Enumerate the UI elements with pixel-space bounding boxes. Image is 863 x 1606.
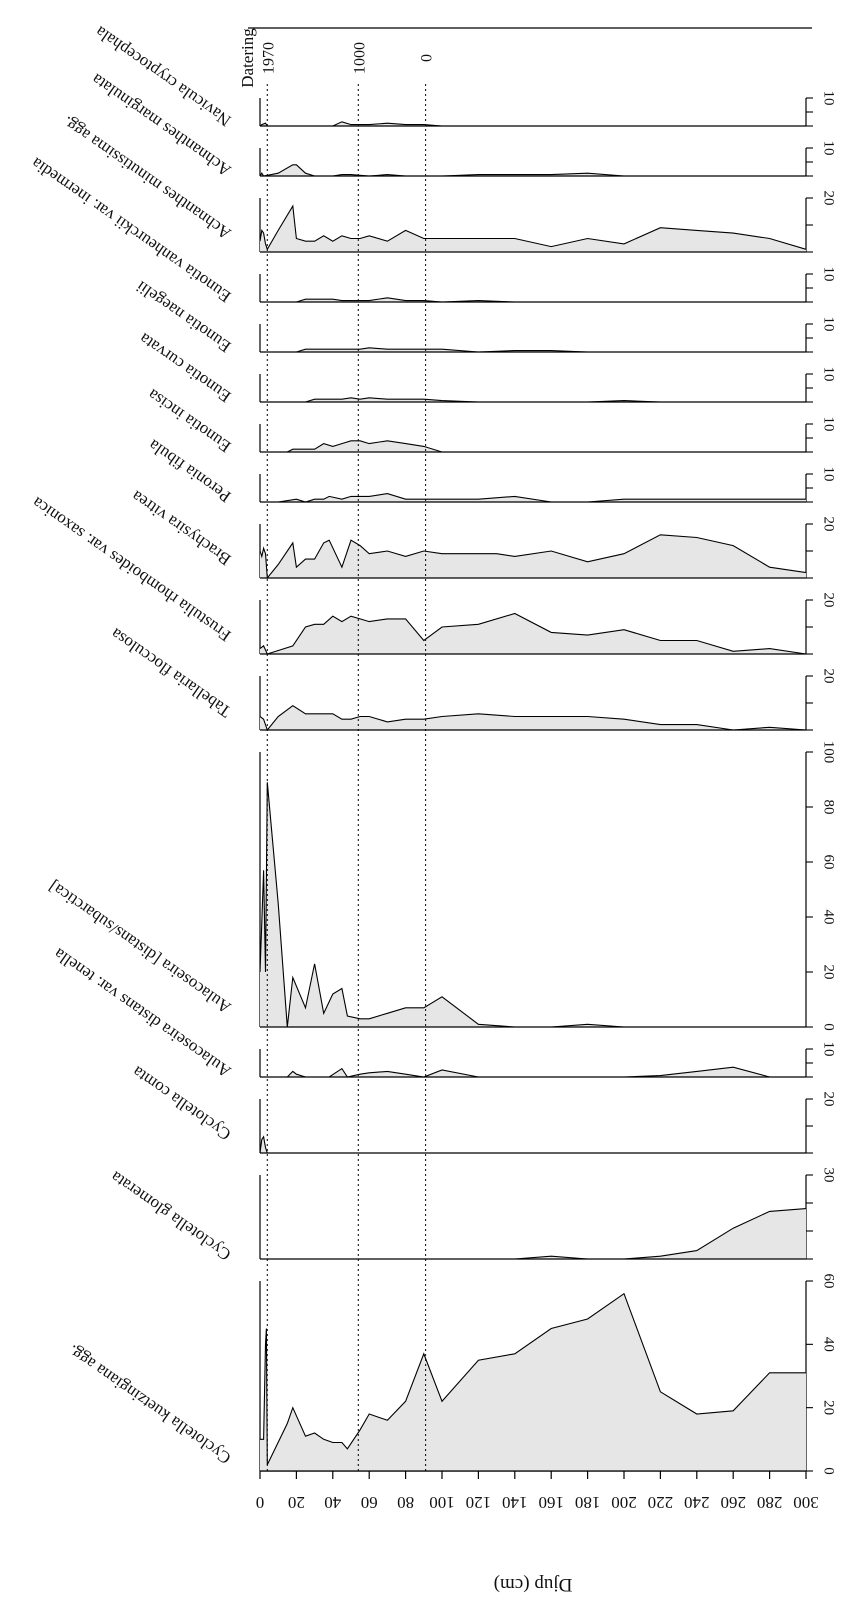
series-area-8 [260,493,806,502]
series-name-15: Navicula cryptocephala [91,22,234,130]
value-tick-label-12-10: 10 [821,267,837,282]
value-tick-label-5-20: 20 [821,669,837,684]
series-line-15 [259,121,806,127]
depth-tick-label-80: 80 [397,1493,414,1512]
series-line-0 [260,1292,806,1465]
series-line-14 [259,164,806,177]
value-tick-label-1-30: 30 [821,1168,837,1183]
depth-tick-label-160: 160 [538,1493,564,1512]
depth-tick-label-260: 260 [720,1493,746,1512]
value-tick-label-9-10: 10 [821,417,837,432]
series-line-2 [259,1135,806,1154]
depth-tick-label-200: 200 [611,1493,637,1512]
depth-tick-label-220: 220 [648,1493,674,1512]
value-tick-label-10-10: 10 [821,367,837,382]
depth-tick-label-40: 40 [324,1493,341,1512]
value-tick-label-0-40: 40 [821,1337,837,1352]
series-line-8 [260,493,806,503]
value-tick-label-4-20: 20 [821,965,837,980]
value-tick-label-3-10: 10 [821,1042,837,1057]
dating-label-1970: 1970 [260,42,277,74]
value-tick-label-6-20: 20 [821,593,837,608]
series-name-0: Cyclotella kuetzingiana agg. [64,1341,234,1468]
series-area-7 [260,534,806,578]
depth-tick-label-20: 20 [288,1493,305,1512]
series-line-7 [259,534,807,580]
depth-tick-label-140: 140 [502,1493,528,1512]
depth-tick-label-0: 0 [256,1493,265,1512]
series-area-12 [260,297,806,302]
figure-layer: 0 20 40 60 80 100 120 140 160 180 200 220 240 260 280 3… [27,22,836,1595]
depth-tick-label-100: 100 [429,1493,455,1512]
value-tick-label-4-80: 80 [821,800,837,815]
depth-tick-label-180: 180 [575,1493,601,1512]
series-name-13: Achnanthes minutissima agg. [59,113,234,244]
value-tick-label-4-40: 40 [821,910,837,925]
dating-label-1000: 1000 [351,42,368,74]
series-line-6 [259,612,807,655]
value-tick-label-0-0: 0 [821,1467,837,1475]
series-area-2 [260,1136,806,1153]
series-name-4: Aulacoseira [distans/subarctica] [45,877,234,1017]
value-tick-label-4-100: 100 [821,741,837,764]
value-tick-label-0-20: 20 [821,1400,837,1415]
depth-tick-label-60: 60 [361,1493,378,1512]
depth-tick-label-240: 240 [684,1493,710,1512]
depth-tick-label-300: 300 [793,1493,819,1512]
value-tick-label-4-0: 0 [821,1023,837,1031]
series-area-5 [260,705,806,730]
value-tick-label-4-60: 60 [821,855,837,870]
value-tick-label-2-20: 20 [821,1092,837,1107]
series-area-0 [260,1293,806,1471]
series-area-1 [260,1208,806,1259]
series-line-5 [259,705,807,732]
dating-title: Datering [238,28,257,88]
series-name-1: Cyclotella glomerata [107,1167,235,1264]
depth-tick-label-120: 120 [466,1493,492,1512]
series-name-3: Aulacoseira distans var. tenella [50,944,235,1081]
series-name-6: Frustulia rhomboides var. saxonica [28,493,234,645]
value-tick-label-13-20: 20 [821,191,837,206]
chart-content: 0 20 40 60 80 100 120 140 160 180 200 220 240 260 280 3… [27,22,836,1595]
value-tick-label-0-60: 60 [821,1274,837,1289]
depth-axis-title: Djup (cm) [494,1574,573,1595]
series-area-4 [260,782,806,1027]
series-area-6 [260,613,806,654]
dating-label-0: 0 [419,54,436,62]
value-tick-label-11-10: 10 [821,317,837,332]
depth-tick-label-280: 280 [757,1493,783,1512]
series-area-11 [260,347,806,352]
value-tick-label-8-10: 10 [821,467,837,482]
series-area-10 [260,397,806,402]
series-area-15 [260,121,806,126]
value-tick-label-14-10: 10 [821,141,837,156]
value-tick-label-15-10: 10 [821,91,837,106]
series-area-9 [260,440,806,452]
series-line-4 [259,782,806,1028]
series-area-13 [260,206,806,252]
series-line-13 [259,204,807,251]
value-tick-label-7-20: 20 [821,517,837,532]
